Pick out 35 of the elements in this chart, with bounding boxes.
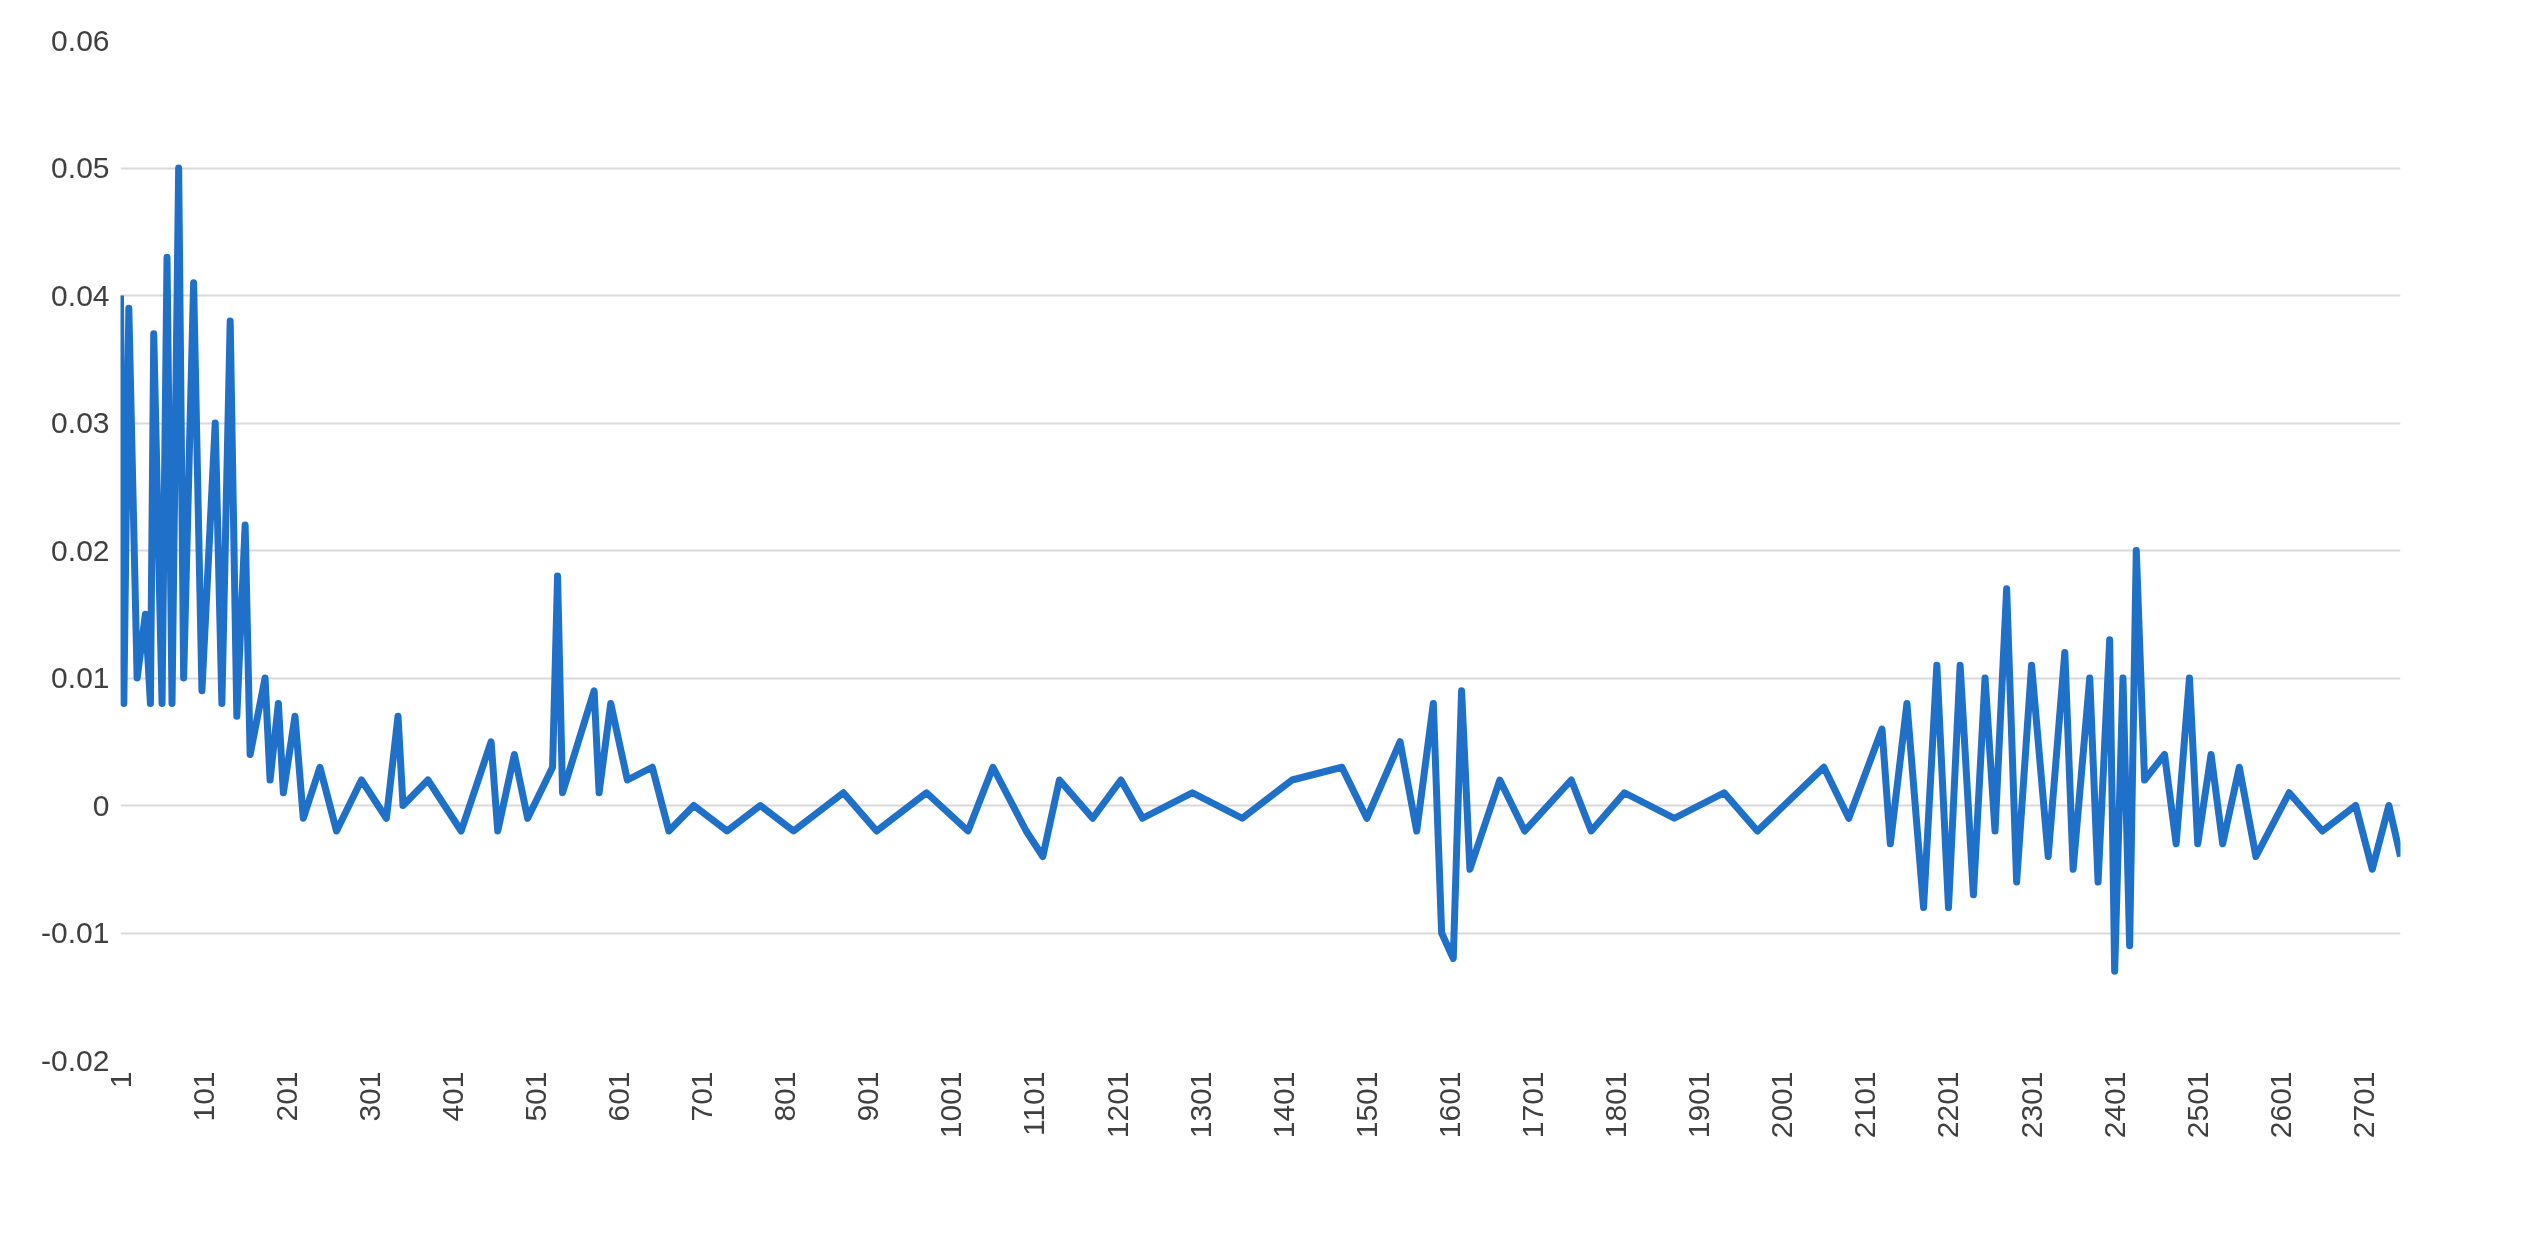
x-tick-label: 2301 <box>2014 1071 2048 1139</box>
x-tick-label: 2201 <box>1931 1071 1965 1139</box>
x-tick-label: 2501 <box>2180 1071 2214 1139</box>
x-tick-label: 1601 <box>1432 1071 1466 1139</box>
x-tick-label: 2701 <box>2346 1071 2380 1139</box>
x-tick-label: 1801 <box>1599 1071 1633 1139</box>
x-tick-label: 701 <box>685 1071 719 1122</box>
x-tick-label: 1701 <box>1516 1071 1550 1139</box>
x-tick-label: 1001 <box>934 1071 968 1139</box>
x-tick-label: 1101 <box>1017 1071 1051 1137</box>
x-tick-label: 2601 <box>2263 1071 2297 1139</box>
x-tick-label: 301 <box>352 1071 386 1122</box>
x-tick-label: 901 <box>851 1071 885 1122</box>
y-tick-label: 0 <box>92 788 110 822</box>
x-tick-label: 1501 <box>1349 1071 1383 1139</box>
y-tick-label: 0.01 <box>51 661 110 694</box>
x-tick-label: 2101 <box>1848 1071 1882 1139</box>
x-tick-label: 501 <box>518 1071 552 1122</box>
y-tick-label: 0.02 <box>51 533 110 567</box>
x-tick-label: 2401 <box>2097 1071 2131 1139</box>
x-tick-label: 801 <box>768 1071 802 1122</box>
x-tick-label: 1401 <box>1266 1071 1300 1139</box>
x-tick-label: 1201 <box>1100 1071 1134 1139</box>
x-tick-label: 401 <box>435 1071 469 1122</box>
y-tick-label: 0.06 <box>51 23 110 57</box>
x-tick-label: 2001 <box>1765 1071 1799 1139</box>
y-tick-label: 0.04 <box>51 278 110 312</box>
x-tick-label: 201 <box>269 1071 303 1122</box>
x-tick-label: 1301 <box>1183 1071 1217 1139</box>
y-tick-label: -0.01 <box>41 916 110 949</box>
y-tick-label: 0.03 <box>51 406 110 439</box>
x-tick-label: 101 <box>186 1071 220 1122</box>
x-tick-label: 1901 <box>1682 1071 1716 1139</box>
x-tick-label: 601 <box>602 1071 636 1122</box>
y-tick-label: 0.05 <box>51 151 110 184</box>
